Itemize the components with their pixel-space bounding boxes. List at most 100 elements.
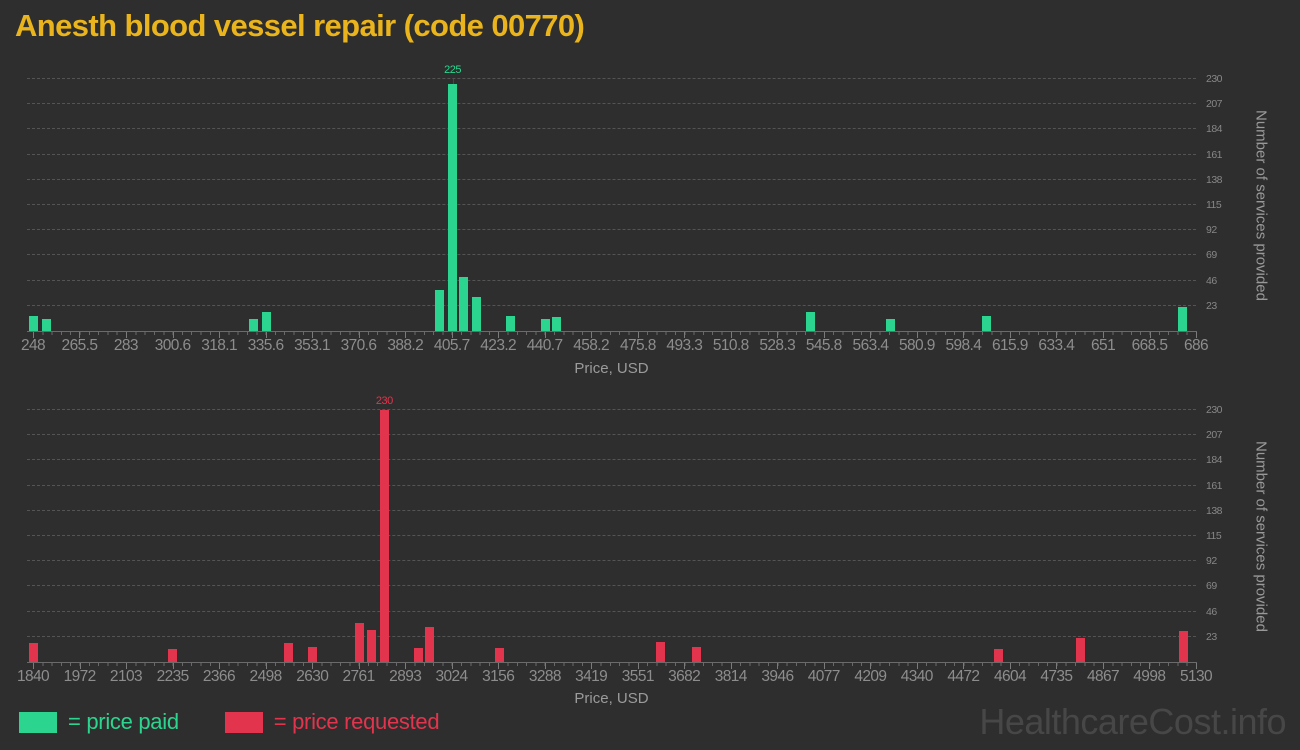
histogram-bar [413,647,423,662]
x-tick-label: 4867 [1086,668,1120,685]
x-tick-mark [498,332,500,338]
x-tick-label: 265.5 [61,337,98,354]
y-axis-title: Number of services provided [1252,109,1270,301]
price-requested-swatch-icon [224,711,263,733]
y-tick-label: 207 [1206,98,1223,111]
x-tick-label: 686 [1183,337,1209,354]
y-tick-label: 46 [1206,274,1217,287]
gridline [27,254,1196,256]
x-tick-mark [405,332,407,338]
x-tick-mark [1149,663,1151,669]
x-tick-label: 563.4 [852,337,889,354]
x-axis-line [27,331,1197,332]
gridline [27,409,1196,410]
histogram-bar [806,312,816,331]
price-paid-swatch-icon [19,711,57,733]
x-tick-mark [172,332,174,338]
histogram-bar [28,315,38,331]
histogram-bar [424,626,434,662]
gridline [27,279,1196,281]
gridline [27,229,1196,231]
x-axis-tick-labels: 248 265.5 283 300.6 318.1 335.6 353.1 370.6 388.… [0,337,1300,355]
histogram-bar [262,312,272,331]
y-tick-label: 23 [1206,299,1217,312]
x-tick-label: 4077 [807,668,841,685]
histogram-bar [540,318,550,331]
x-tick-mark [870,663,872,669]
y-tick-label: 138 [1206,173,1223,186]
x-tick-label: 3682 [668,668,701,685]
x-tick-mark [777,663,779,669]
x-tick-label: 4340 [900,668,934,685]
histogram-bar [366,630,376,662]
x-tick-label: 2761 [342,668,376,685]
x-tick-label: 598.4 [945,337,982,354]
x-tick-label: 283 [113,337,139,354]
y-tick-label: 46 [1206,605,1217,618]
x-tick-mark [358,663,360,669]
x-tick-mark [265,332,267,338]
x-tick-label: 423.2 [480,337,517,354]
x-tick-mark [1196,332,1197,338]
gridline [27,459,1196,461]
x-tick-label: 3024 [435,668,468,685]
gridline [27,103,1196,105]
histogram-bar [458,277,468,331]
x-tick-label: 440.7 [526,337,563,354]
x-tick-label: 2366 [202,668,236,685]
histogram-bar [379,410,389,662]
x-tick-mark [1103,332,1105,338]
y-axis-title: Number of services provided [1252,440,1270,632]
x-tick-mark [963,663,965,669]
x-axis-tick-labels: 1840 1972 2103 2235 2366 2498 2630 2761 2893 3024… [0,668,1300,686]
gridline [27,535,1196,536]
gridline [27,128,1196,130]
x-tick-label: 510.8 [712,337,749,354]
x-tick-label: 493.3 [666,337,703,354]
histogram-bar [308,646,318,662]
legend-item-price-paid: = price paid [19,709,179,735]
x-tick-label: 2893 [389,668,422,685]
x-tick-mark [591,332,593,338]
histogram-bar [691,646,701,662]
legend-label-price-requested: = price requested [273,709,440,734]
y-tick-label: 161 [1206,148,1223,161]
x-tick-mark [33,332,34,338]
x-tick-mark [916,663,918,669]
histogram-bar [981,315,991,331]
legend: = price paid = price requested [19,709,440,735]
price-paid-plot-area: 225 [27,64,1196,331]
x-tick-mark [823,332,825,338]
x-tick-label: 3288 [528,668,562,685]
x-tick-label: 4209 [854,668,887,685]
x-tick-mark [79,332,81,338]
y-tick-label: 207 [1206,429,1223,442]
legend-label-price-paid: = price paid [68,709,179,734]
x-axis-title: Price, USD [574,690,649,707]
y-tick-label: 115 [1206,199,1222,211]
x-tick-mark [730,663,732,669]
x-tick-label: 2498 [249,668,283,685]
histogram-bar [355,622,365,662]
gridline [27,509,1196,511]
x-tick-mark [451,332,453,338]
gridline [27,585,1196,587]
gridline [27,434,1196,436]
y-tick-label: 138 [1206,504,1223,517]
x-tick-label: 651 [1091,337,1116,354]
gridline [27,610,1196,612]
histogram-bar [993,648,1003,662]
histogram-bar [284,643,294,662]
gridline [27,484,1196,486]
x-tick-label: 4998 [1133,668,1166,685]
gridline [27,304,1196,306]
x-axis-minor-ticks [33,663,1198,666]
histogram-bar [655,642,665,662]
x-tick-label: 2103 [109,668,143,685]
histogram-bar [448,84,458,331]
histogram-bar [471,297,481,331]
x-tick-label: 4472 [947,668,980,685]
x-tick-label: 4604 [994,668,1027,685]
gridline [27,635,1196,637]
histogram-bar [1075,637,1085,662]
